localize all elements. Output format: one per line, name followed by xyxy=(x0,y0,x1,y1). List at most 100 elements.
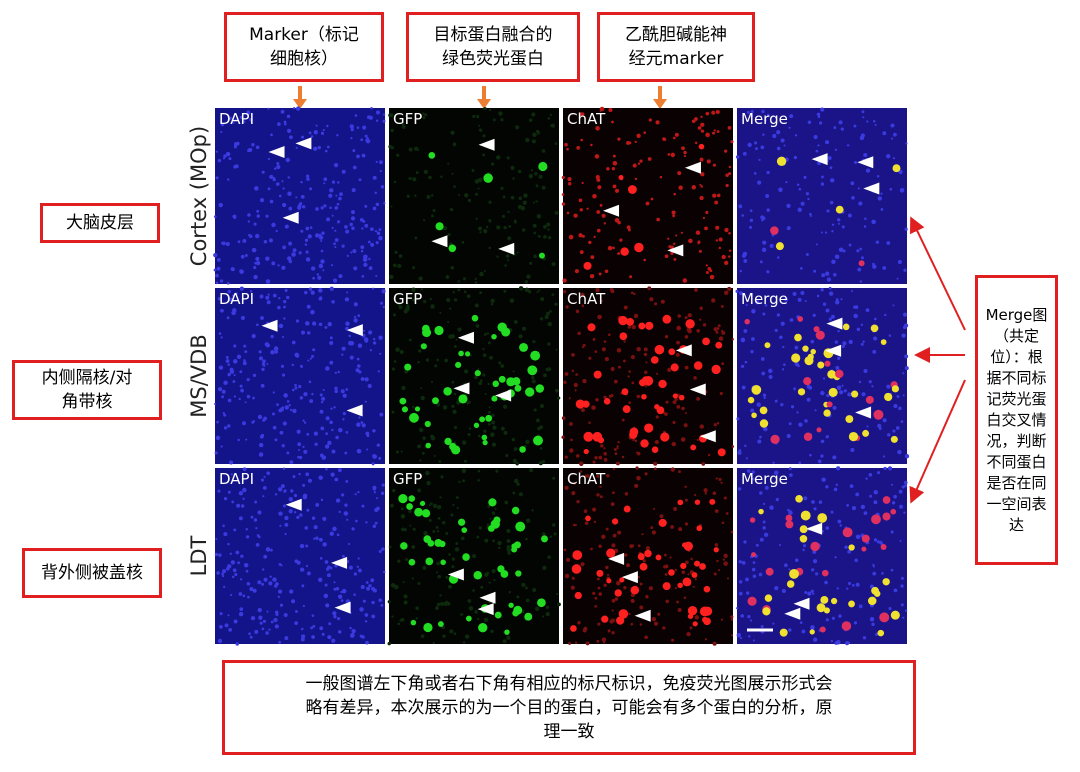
cell xyxy=(687,613,694,619)
speck xyxy=(494,507,497,510)
speck xyxy=(283,120,287,124)
cell xyxy=(683,541,693,551)
speck xyxy=(751,470,755,474)
speck xyxy=(298,251,302,255)
speck xyxy=(334,206,339,210)
speck xyxy=(904,609,908,612)
speck xyxy=(648,118,652,122)
cell xyxy=(575,399,585,409)
speck xyxy=(265,214,269,218)
speck xyxy=(323,204,327,208)
speck xyxy=(367,383,372,389)
speck xyxy=(462,479,466,483)
speck xyxy=(804,590,808,594)
speck xyxy=(830,639,834,643)
cell xyxy=(654,404,660,410)
speck xyxy=(524,287,530,292)
speck xyxy=(603,340,607,343)
speck xyxy=(580,470,583,473)
speck xyxy=(329,206,332,210)
speck xyxy=(699,424,705,429)
speck xyxy=(586,207,589,210)
speck xyxy=(320,239,323,243)
cell xyxy=(461,527,468,533)
speck xyxy=(846,587,849,590)
speck xyxy=(409,524,412,527)
speck xyxy=(707,453,711,457)
speck xyxy=(700,185,703,188)
speck xyxy=(835,298,839,301)
speck xyxy=(503,404,508,409)
speck xyxy=(426,194,431,199)
speck xyxy=(884,313,887,317)
speck xyxy=(487,341,491,345)
speck xyxy=(573,382,578,388)
cell xyxy=(759,406,768,415)
speck xyxy=(360,245,365,250)
speck xyxy=(472,114,476,118)
speck xyxy=(684,485,687,488)
cell xyxy=(618,174,624,181)
speck xyxy=(536,131,541,135)
speck xyxy=(507,236,512,241)
speck xyxy=(621,418,625,422)
speck xyxy=(596,493,600,497)
speck xyxy=(221,389,226,394)
speck xyxy=(247,149,251,153)
speck xyxy=(861,392,866,397)
speck xyxy=(763,532,769,538)
speck xyxy=(577,621,581,625)
speck xyxy=(859,280,863,283)
speck xyxy=(310,309,315,315)
speck xyxy=(338,196,342,201)
speck xyxy=(291,599,296,604)
speck xyxy=(256,209,260,213)
speck xyxy=(573,213,578,218)
speck xyxy=(405,558,409,562)
speck xyxy=(712,163,716,167)
cell xyxy=(638,322,646,330)
speck xyxy=(554,211,559,215)
speck xyxy=(552,476,556,480)
cell xyxy=(776,156,787,166)
speck xyxy=(336,134,339,137)
speck xyxy=(825,485,829,489)
speck xyxy=(718,336,724,341)
speck xyxy=(215,273,219,278)
speck xyxy=(705,132,710,138)
speck xyxy=(267,187,271,191)
speck xyxy=(408,509,412,513)
speck xyxy=(745,591,750,595)
cell xyxy=(597,437,605,444)
speck xyxy=(366,448,369,451)
speck xyxy=(372,524,377,528)
speck xyxy=(243,359,246,362)
cell xyxy=(795,495,803,503)
cell xyxy=(655,554,662,561)
speck xyxy=(676,325,681,331)
speck xyxy=(859,135,865,141)
top-label: 目标蛋白融合的 绿色荧光蛋白 xyxy=(406,12,580,82)
speck xyxy=(855,492,860,497)
speck xyxy=(807,197,810,201)
speck xyxy=(299,543,305,549)
speck xyxy=(539,317,544,321)
speck xyxy=(284,515,289,521)
cell xyxy=(693,361,703,370)
speck xyxy=(368,115,373,120)
speck xyxy=(524,280,529,284)
speck xyxy=(904,454,910,459)
speck xyxy=(774,328,778,332)
speck xyxy=(335,498,341,503)
speck xyxy=(294,386,298,390)
speck xyxy=(789,473,793,477)
speck xyxy=(350,137,353,140)
speck xyxy=(579,208,583,212)
cell xyxy=(890,435,898,443)
speck xyxy=(532,340,536,344)
speck xyxy=(595,398,599,402)
speck xyxy=(218,553,222,557)
speck xyxy=(271,261,276,266)
speck xyxy=(872,262,875,266)
speck xyxy=(513,447,518,451)
